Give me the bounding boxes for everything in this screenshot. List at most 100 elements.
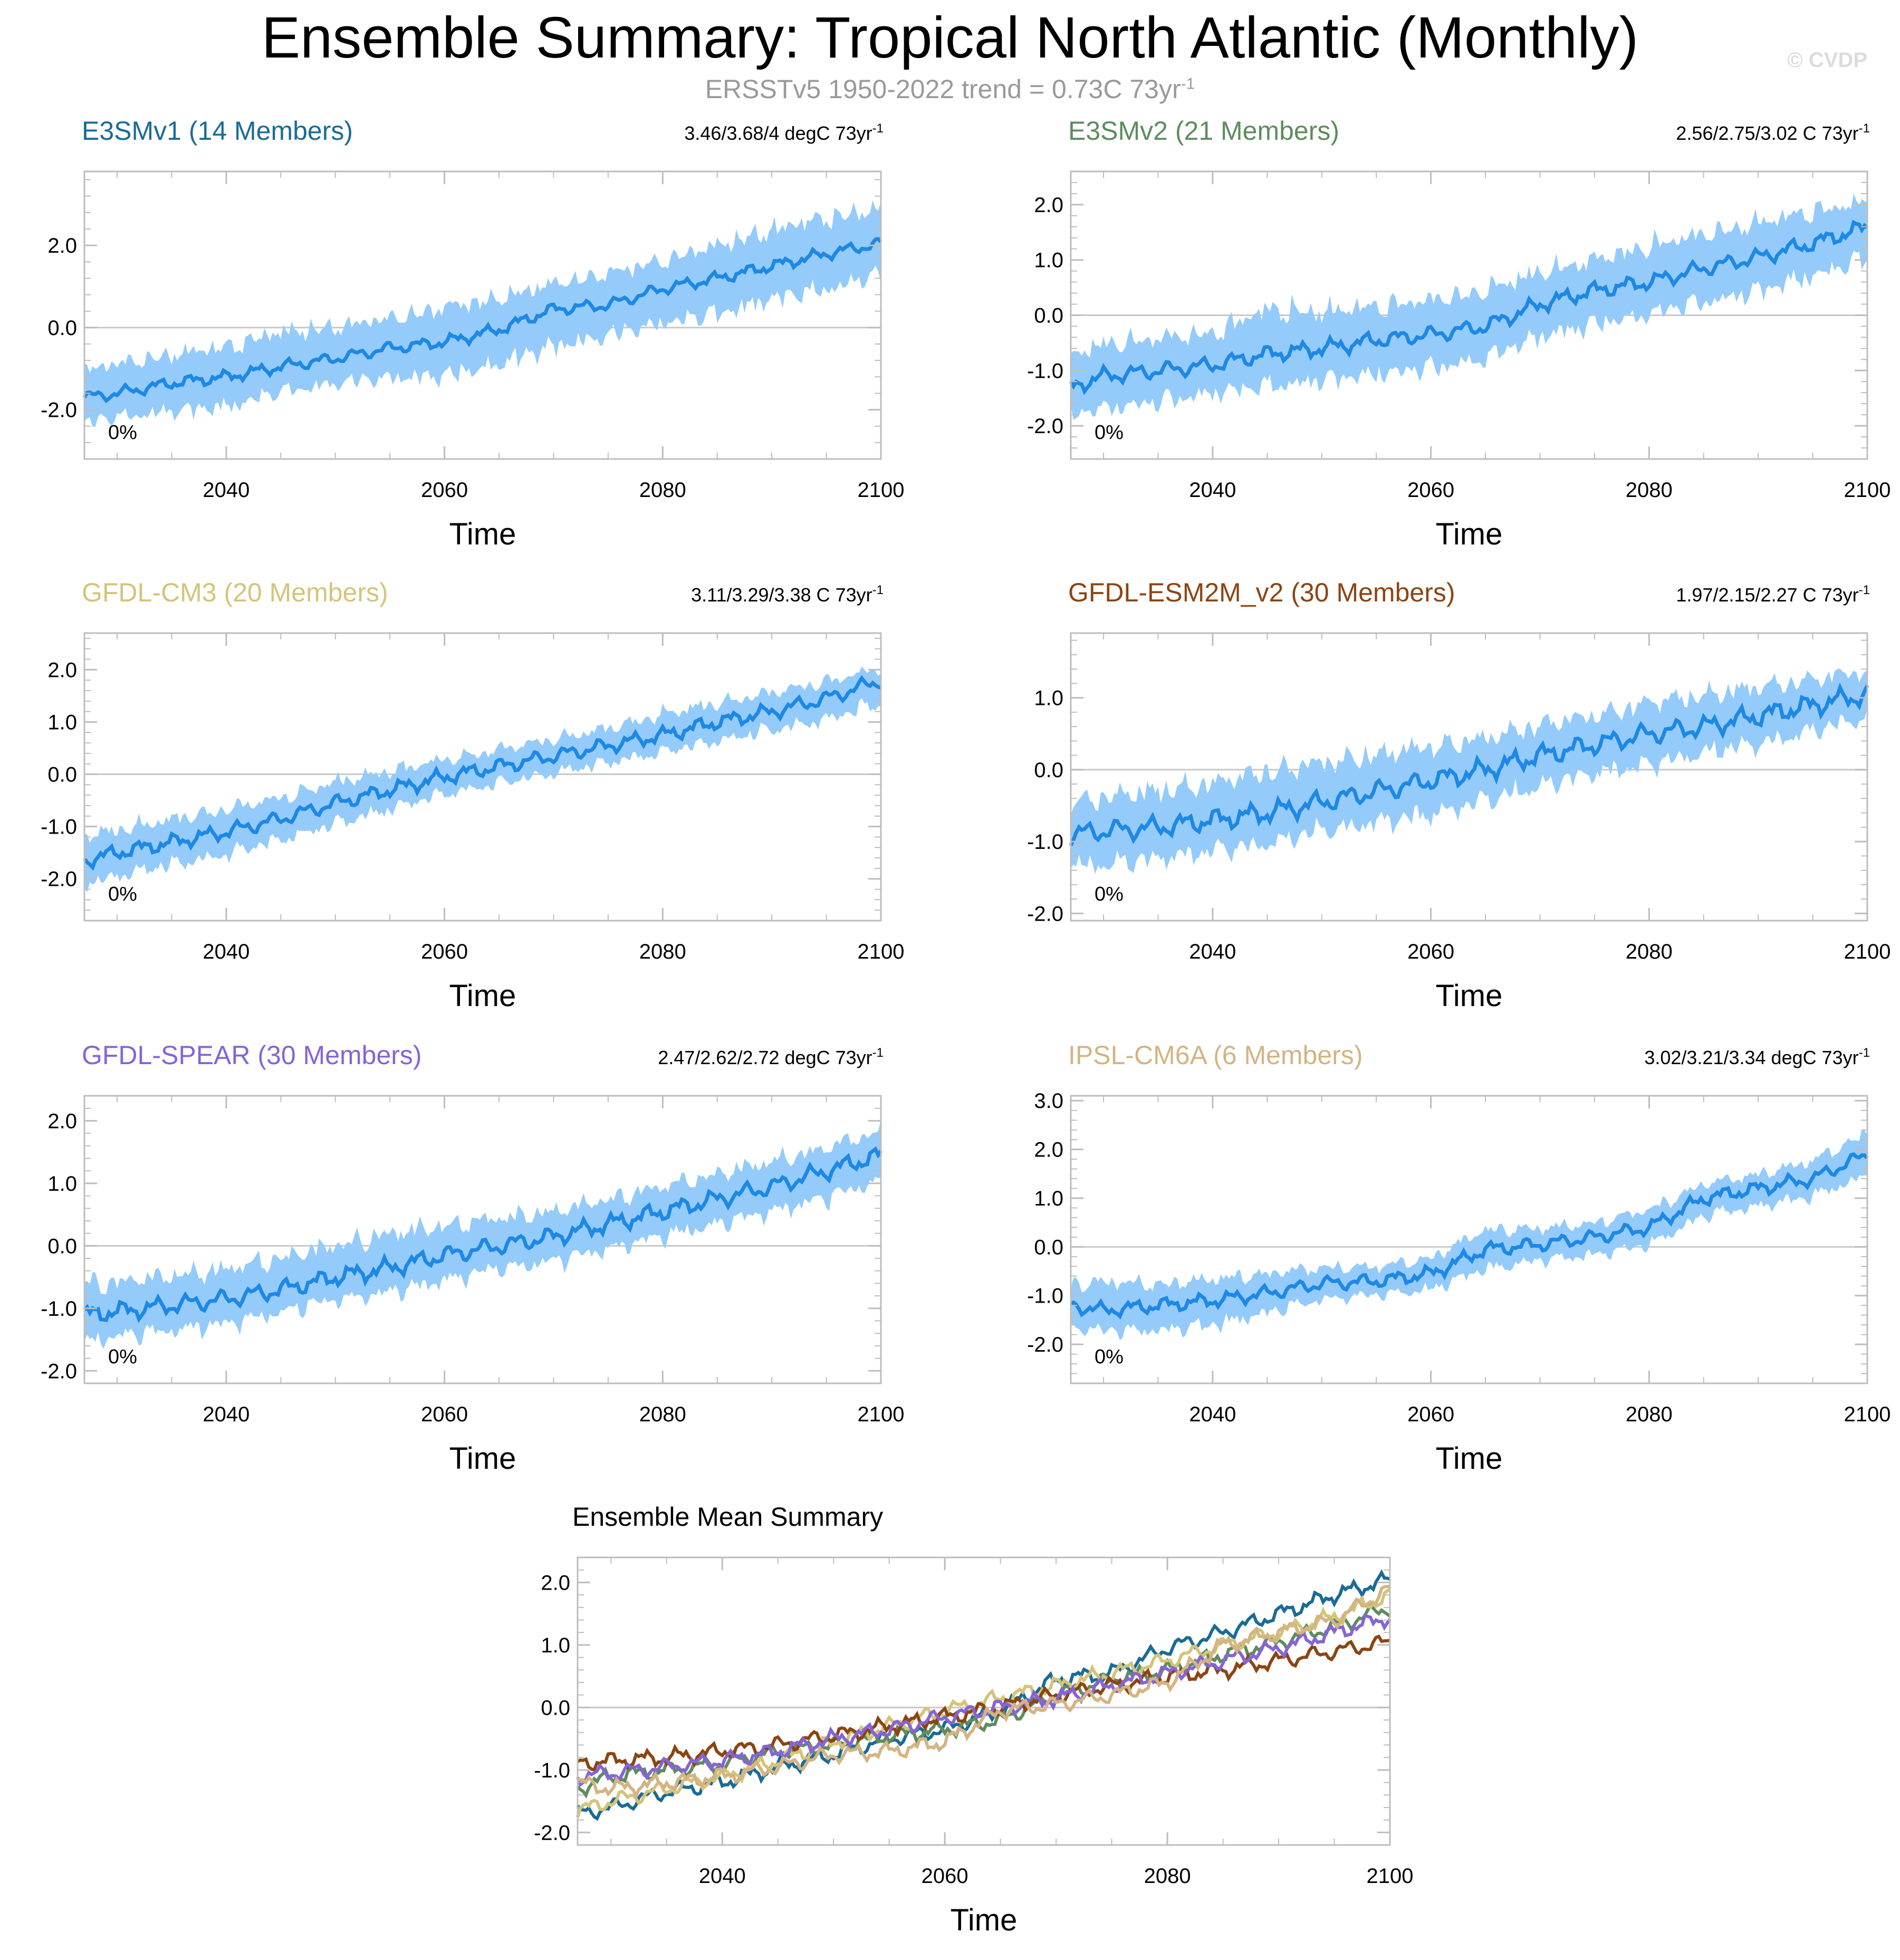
- y-tick-label: -2.0: [41, 868, 77, 891]
- trend-value: 3.46/3.68/4 degC 73yr: [684, 122, 872, 144]
- trend-exponent: -1: [872, 583, 884, 597]
- trend-exponent: -1: [872, 121, 884, 136]
- x-axis-label: Time: [449, 1441, 516, 1476]
- series-line-gfdl-spear: [576, 1613, 1392, 1787]
- panel-5: -2.0 -1.0 0.0 1.0 2.0 2040 2060 2080 2100 Time GFD…: [41, 1040, 904, 1476]
- copyright-mark: © CVDP: [1787, 49, 1867, 72]
- x-tick-label: 2060: [421, 940, 468, 963]
- ensemble-mean-line: [1069, 682, 1869, 847]
- percent-label: 0%: [1095, 1346, 1124, 1368]
- ensemble-mean-line: [82, 237, 882, 404]
- x-tick-label: 2040: [1189, 479, 1236, 502]
- y-tick-label: 0.0: [1034, 304, 1063, 328]
- x-tick-label: 2100: [858, 940, 905, 963]
- trend-exponent: -1: [1859, 583, 1870, 597]
- series-line-gfdl-esm2m-v2: [577, 1634, 1390, 1772]
- x-tick-label: 2100: [858, 479, 905, 502]
- x-tick-label: 2040: [1189, 940, 1236, 963]
- percent-label: 0%: [1095, 422, 1124, 444]
- panel-3: -2.0 -1.0 0.0 1.0 2.0 2040 2060 2080 2100 Time GFD…: [41, 578, 904, 1013]
- x-tick-label: 2100: [858, 1403, 905, 1426]
- ensemble-spread-band: [1071, 193, 1867, 420]
- y-tick-label: -1.0: [534, 1759, 570, 1782]
- x-tick-label: 2080: [1626, 1403, 1673, 1426]
- x-tick-label: 2100: [1844, 1403, 1891, 1426]
- trend-value: 2.47/2.62/2.72 degC 73yr: [658, 1047, 872, 1068]
- x-tick-label: 2060: [421, 1403, 468, 1426]
- y-tick-label: 1.0: [47, 711, 77, 734]
- plot-frame: [1070, 632, 1868, 922]
- y-tick-label: -2.0: [41, 399, 77, 422]
- y-tick-label: 0.0: [541, 1696, 570, 1719]
- x-tick-label: 2040: [203, 1403, 250, 1426]
- plot-frame: [83, 1095, 882, 1384]
- trend-text: 1.97/2.15/2.27 C 73yr-1: [1676, 583, 1870, 606]
- y-tick-label: 1.0: [541, 1634, 570, 1657]
- percent-label: 0%: [108, 422, 137, 444]
- x-axis-label: Time: [449, 517, 516, 551]
- x-tick-label: 2040: [699, 1865, 746, 1888]
- y-tick-label: 0.0: [1034, 759, 1063, 782]
- x-axis-label: Time: [449, 979, 516, 1013]
- y-tick-label: -2.0: [1027, 902, 1063, 925]
- percent-label: 0%: [1095, 883, 1124, 905]
- ensemble-spread-band: [1071, 668, 1867, 875]
- y-tick-label: -2.0: [534, 1821, 570, 1844]
- x-tick-label: 2080: [639, 940, 686, 963]
- panel-title: IPSL-CM6A (6 Members): [1068, 1040, 1362, 1070]
- y-tick-label: 2.0: [541, 1571, 570, 1594]
- y-tick-label: -2.0: [1027, 1333, 1063, 1356]
- x-tick-label: 2100: [1367, 1865, 1414, 1888]
- y-tick-label: 2.0: [47, 234, 77, 257]
- y-tick-label: 2.0: [1034, 1139, 1063, 1162]
- series-line-e3smv2: [576, 1602, 1391, 1799]
- x-tick-label: 2060: [1407, 1403, 1454, 1426]
- x-tick-label: 2040: [203, 479, 250, 502]
- x-tick-label: 2040: [1189, 1403, 1236, 1426]
- trend-text: 3.46/3.68/4 degC 73yr-1: [684, 121, 884, 144]
- trend-value: 3.11/3.29/3.38 C 73yr: [691, 584, 872, 606]
- y-tick-label: 0.0: [1034, 1236, 1063, 1259]
- y-tick-label: 1.0: [1034, 1187, 1063, 1210]
- x-axis-label: Time: [1436, 1441, 1503, 1476]
- y-tick-label: 0.0: [47, 317, 77, 340]
- x-tick-label: 2100: [1844, 479, 1891, 502]
- x-tick-label: 2060: [922, 1865, 968, 1888]
- panel-title: GFDL-CM3 (20 Members): [82, 578, 388, 607]
- y-tick-label: -1.0: [41, 816, 77, 839]
- y-tick-label: -2.0: [1027, 415, 1063, 438]
- y-tick-label: 0.0: [47, 1235, 77, 1258]
- subtitle-exponent: -1: [1181, 75, 1195, 93]
- y-tick-label: -1.0: [41, 1297, 77, 1321]
- plot-frame: [83, 632, 882, 922]
- plot-frame: [83, 170, 882, 460]
- ensemble-mean-line: [83, 1146, 882, 1323]
- percent-label: 0%: [108, 1346, 137, 1368]
- ensemble-spread-band: [1071, 1129, 1867, 1341]
- plot-frame: [577, 1556, 1391, 1846]
- trend-text: 2.47/2.62/2.72 degC 73yr-1: [658, 1046, 884, 1068]
- ensemble-mean-line: [1070, 1152, 1869, 1320]
- x-tick-label: 2060: [421, 479, 468, 502]
- panel-6: -2.0 -1.0 0.0 1.0 2.0 3.0 2040 2060 2080 2100 Time…: [1027, 1040, 1891, 1476]
- x-tick-label: 2080: [639, 1403, 686, 1426]
- trend-text: 3.02/3.21/3.34 degC 73yr-1: [1644, 1046, 1870, 1068]
- panel-7: -2.0 -1.0 0.0 1.0 2.0 2040 2060 2080 2100 Time Ens…: [534, 1502, 1413, 1937]
- trend-value: 1.97/2.15/2.27 C 73yr: [1676, 584, 1858, 606]
- x-tick-label: 2080: [639, 479, 686, 502]
- y-tick-label: 1.0: [1034, 687, 1063, 710]
- x-axis-label: Time: [951, 1903, 1018, 1937]
- y-tick-label: -1.0: [1027, 1285, 1063, 1308]
- y-tick-label: 2.0: [47, 1110, 77, 1133]
- y-tick-label: -1.0: [1027, 359, 1063, 383]
- trend-value: 2.56/2.75/3.02 C 73yr: [1676, 122, 1858, 144]
- x-axis-label: Time: [1436, 979, 1503, 1013]
- subtitle-text: ERSSTv5 1950-2022 trend = 0.73C 73yr: [705, 74, 1181, 104]
- y-tick-label: 1.0: [1034, 249, 1063, 272]
- series-line-ipsl-cm6a: [577, 1584, 1390, 1800]
- panel-2: -2.0 -1.0 0.0 1.0 2.0 2040 2060 2080 2100 Time E3S…: [1027, 116, 1891, 551]
- percent-label: 0%: [108, 883, 137, 905]
- x-tick-label: 2060: [1407, 479, 1454, 502]
- trend-exponent: -1: [872, 1046, 884, 1060]
